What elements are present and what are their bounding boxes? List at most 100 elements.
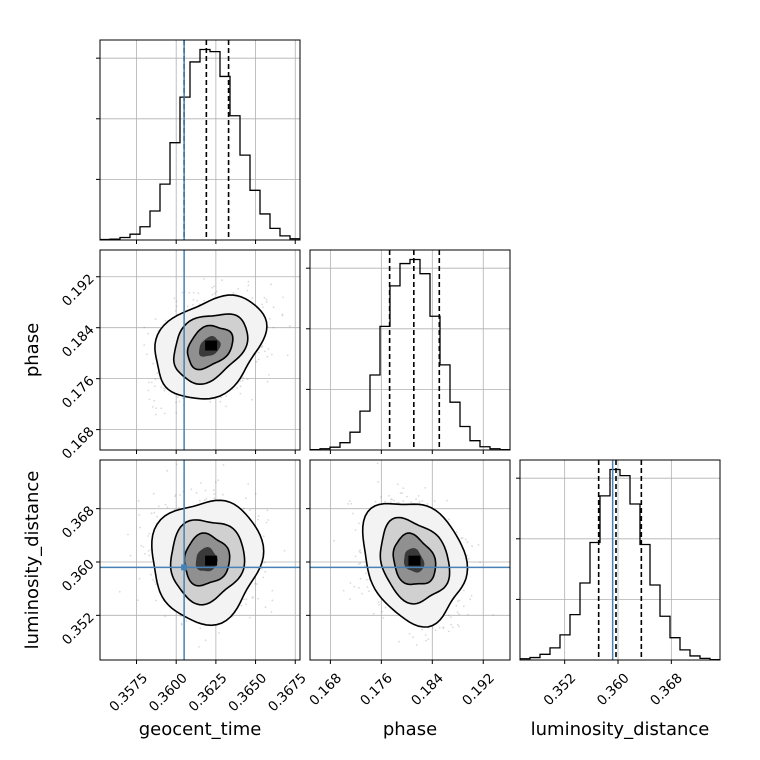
sample-point: [196, 299, 199, 302]
sample-point: [245, 497, 247, 500]
sample-point: [154, 318, 157, 320]
sample-point: [178, 400, 181, 403]
sample-point: [410, 501, 413, 503]
sample-point: [195, 492, 198, 494]
sample-point: [150, 573, 153, 576]
sample-point: [213, 285, 215, 288]
sample-point: [164, 319, 167, 322]
y-axis-label-luminosity_distance: luminosity_distance: [22, 471, 43, 650]
sample-point: [378, 603, 380, 606]
sample-point: [213, 493, 216, 495]
sample-point: [147, 549, 150, 552]
sample-point: [156, 515, 159, 518]
histogram-panel-geocent_time: [96, 39, 301, 244]
sample-point: [136, 599, 139, 601]
sample-point: [221, 279, 224, 282]
sample-point: [397, 501, 400, 504]
sample-point: [462, 605, 465, 608]
sample-point: [192, 298, 195, 301]
sample-point: [190, 488, 193, 491]
x-axis-label-phase: phase: [383, 719, 437, 740]
plot-area: [100, 40, 300, 240]
sample-point: [427, 638, 430, 641]
sample-point: [384, 606, 387, 609]
sample-point: [154, 583, 157, 585]
sample-point: [254, 582, 256, 585]
panel-border: [519, 459, 721, 661]
sample-point: [245, 598, 248, 601]
plot-area: [520, 460, 720, 660]
sample-point: [466, 541, 469, 544]
sample-point: [349, 582, 352, 584]
sample-point: [424, 634, 427, 636]
sample-point: [213, 497, 216, 500]
sample-point: [452, 626, 454, 629]
sample-point: [245, 603, 247, 605]
sample-point: [270, 353, 273, 356]
sample-point: [140, 544, 143, 547]
sample-point: [353, 585, 356, 588]
sample-point: [368, 590, 370, 593]
sample-point: [209, 401, 212, 403]
sample-point: [199, 627, 202, 630]
sample-point: [222, 493, 224, 496]
sample-point: [129, 554, 132, 557]
sample-point: [243, 507, 245, 510]
sample-point: [239, 392, 242, 395]
sample-point: [240, 604, 243, 607]
sample-point: [417, 495, 420, 497]
sample-point: [467, 557, 470, 560]
panel-border: [99, 249, 301, 451]
sample-point: [264, 570, 267, 573]
panels-layer: 0.352 0.360 0.3680.1680.1760.1840.1920.357…: [22, 39, 721, 740]
sample-point: [225, 395, 228, 398]
sample-point: [479, 561, 481, 564]
sample-point: [364, 564, 367, 567]
sample-point: [366, 586, 369, 588]
sample-point: [181, 397, 184, 400]
sample-point: [249, 616, 251, 619]
sample-point: [138, 514, 141, 516]
sample-point: [237, 287, 239, 290]
panel-border: [309, 459, 511, 661]
sample-point: [164, 387, 167, 390]
sample-point: [281, 313, 284, 316]
sample-point: [269, 318, 271, 320]
sample-point: [366, 578, 368, 581]
sample-point: [204, 489, 207, 492]
sample-point: [406, 495, 408, 498]
sample-point: [236, 387, 239, 389]
sample-point: [247, 483, 250, 485]
sample-point: [376, 462, 379, 465]
sample-point: [358, 522, 360, 525]
sample-point: [205, 498, 208, 500]
sample-point: [266, 509, 269, 512]
sample-point: [408, 632, 411, 635]
sample-point: [239, 380, 242, 383]
sample-point: [365, 572, 367, 575]
sample-point: [382, 617, 385, 619]
sample-point: [144, 553, 146, 555]
sample-point: [217, 479, 220, 481]
sample-point: [434, 629, 437, 632]
sample-point: [469, 598, 472, 601]
sample-point: [254, 492, 257, 495]
sample-point: [418, 500, 421, 503]
sample-point: [197, 646, 200, 648]
sample-point: [186, 305, 189, 308]
sample-point: [163, 412, 166, 415]
sample-point: [348, 500, 351, 503]
sample-point: [463, 589, 465, 592]
sample-point: [470, 594, 473, 597]
sample-point: [180, 623, 183, 626]
sample-point: [180, 622, 183, 625]
sample-point: [150, 512, 153, 515]
sample-point: [247, 284, 250, 287]
sample-point: [218, 632, 220, 634]
sample-point: [354, 555, 357, 558]
sample-point: [447, 630, 450, 633]
sample-point: [477, 544, 480, 546]
sample-point: [166, 469, 169, 472]
sample-point: [263, 561, 266, 564]
